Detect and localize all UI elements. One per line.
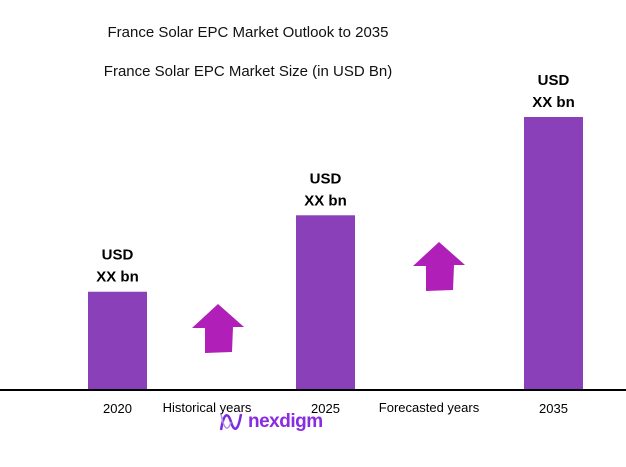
period-label-historical: Historical years bbox=[163, 400, 252, 415]
x-tick-label: 2035 bbox=[539, 401, 568, 416]
chart-subtitle: France Solar EPC Market Size (in USD Bn) bbox=[103, 63, 393, 80]
chart-title: France Solar EPC Market Outlook to 2035 bbox=[107, 24, 389, 41]
nexdigm-logo: nexdigm bbox=[218, 410, 323, 434]
data-label-line1: USD bbox=[102, 247, 134, 264]
growth-arrow-icon bbox=[192, 304, 244, 353]
data-label-line2: XX bn bbox=[96, 269, 139, 286]
data-label-line1: USD bbox=[538, 72, 570, 89]
period-label-forecast: Forecasted years bbox=[379, 400, 480, 415]
data-label-line1: USD bbox=[310, 170, 342, 187]
x-tick-label: 2020 bbox=[103, 401, 132, 416]
logo-text: nexdigm bbox=[248, 411, 323, 432]
bar-2035 bbox=[524, 117, 583, 390]
data-label-line2: XX bn bbox=[304, 192, 347, 209]
bar-2025 bbox=[296, 215, 355, 390]
growth-arrow-icon bbox=[413, 242, 465, 291]
bar-2020 bbox=[88, 291, 147, 390]
logo-wave-icon bbox=[219, 413, 243, 431]
x-tick-label: 2025 bbox=[311, 401, 340, 416]
data-label-line2: XX bn bbox=[532, 94, 575, 111]
